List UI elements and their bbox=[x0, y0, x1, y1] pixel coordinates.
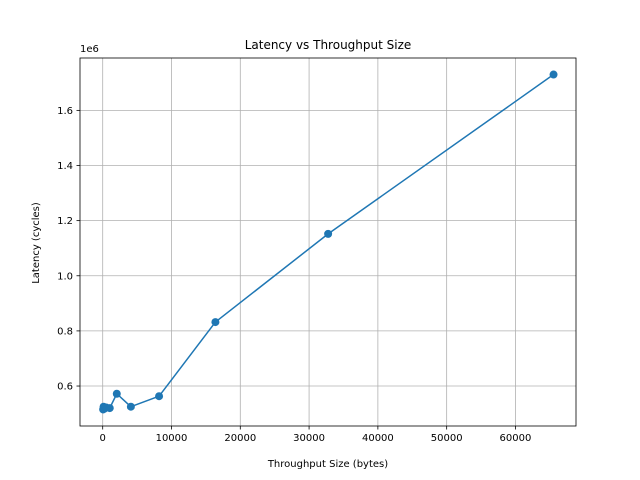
x-tick-label: 50000 bbox=[431, 433, 463, 444]
chart-title: Latency vs Throughput Size bbox=[245, 38, 412, 52]
tick-layer: 0 10000 20000 30000 40000 50000 60000 0.6 0.8 1.0… bbox=[57, 106, 531, 444]
x-tick-label: 10000 bbox=[156, 433, 188, 444]
y-tick-label: 0.8 bbox=[57, 326, 73, 337]
data-point bbox=[105, 404, 114, 413]
y-tick-label: 0.6 bbox=[57, 382, 73, 393]
data-point bbox=[211, 318, 220, 327]
x-tick-label: 20000 bbox=[224, 433, 256, 444]
series-layer bbox=[99, 70, 558, 414]
x-tick-label: 40000 bbox=[362, 433, 394, 444]
x-tick-label: 0 bbox=[100, 433, 106, 444]
grid-layer bbox=[80, 58, 576, 426]
x-tick-label: 60000 bbox=[500, 433, 532, 444]
data-point bbox=[112, 389, 121, 398]
y-tick-label: 1.6 bbox=[57, 106, 73, 117]
y-tick-label: 1.4 bbox=[57, 161, 73, 172]
data-point bbox=[549, 70, 558, 79]
x-tick-label: 30000 bbox=[293, 433, 325, 444]
plot-frame bbox=[79, 57, 577, 427]
x-axis-label: Throughput Size (bytes) bbox=[267, 459, 388, 470]
y-axis-multiplier: 1e6 bbox=[80, 44, 99, 55]
y-tick-label: 1.2 bbox=[57, 216, 73, 227]
y-tick-label: 1.0 bbox=[57, 271, 73, 282]
y-axis-label: Latency (cycles) bbox=[31, 202, 42, 284]
data-point bbox=[155, 392, 164, 401]
data-point bbox=[324, 229, 333, 238]
data-point bbox=[126, 402, 135, 411]
